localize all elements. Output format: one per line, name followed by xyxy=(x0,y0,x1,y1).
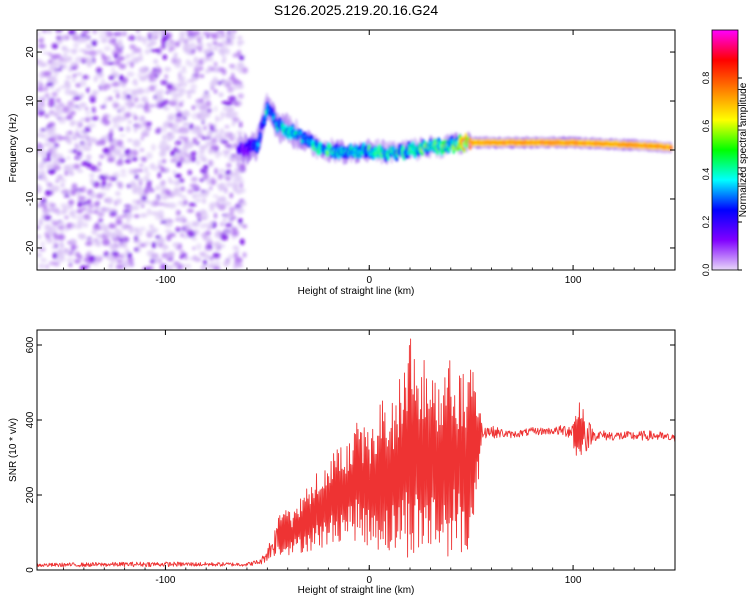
colorbar: 0.0 0.2 0.4 0.6 0.8 Normalized spectral ampl… xyxy=(701,29,749,277)
spectrogram-noise-speckle xyxy=(37,30,249,270)
spectrogram-x-ticks: -100 0 100 xyxy=(63,30,656,286)
snr-x-tick-label: 100 xyxy=(565,575,582,586)
snr-x-label: Height of straight line (km) xyxy=(298,585,415,596)
colorbar-tick-label: 0.0 xyxy=(701,264,711,277)
spectrogram-signal-track xyxy=(236,92,673,167)
colorbar-label: Normalized spectral amplitude xyxy=(738,82,749,217)
snr-y-tick-label: 0 xyxy=(25,567,36,573)
snr-panel: -100 0 100 0 200 400 600 Height of straight l… xyxy=(8,329,676,596)
colorbar-tick-label: 0.2 xyxy=(701,216,711,229)
spectrogram-y-tick-label: -20 xyxy=(25,240,36,255)
snr-x-tick-label: -100 xyxy=(155,575,175,586)
snr-y-ticks: 0 200 400 600 xyxy=(25,336,675,573)
snr-x-ticks: -100 0 100 xyxy=(63,330,656,586)
spectrogram-y-tick-label: -10 xyxy=(25,191,36,206)
snr-series-line xyxy=(37,338,675,568)
colorbar-tick-label: 0.4 xyxy=(701,168,711,181)
figure-title: S126.2025.219.20.16.G24 xyxy=(274,2,438,18)
snr-y-tick-label: 600 xyxy=(25,336,36,353)
snr-frame xyxy=(36,329,676,571)
spectrogram-y-ticks: -20 -10 0 10 20 xyxy=(25,46,675,255)
snr-x-tick-label: 0 xyxy=(366,575,372,586)
spectrogram-y-tick-label: 10 xyxy=(25,95,36,107)
spectrogram-plot-area xyxy=(37,30,675,270)
snr-y-tick-label: 400 xyxy=(25,411,36,428)
colorbar-gradient xyxy=(711,29,739,271)
spectrogram-y-tick-label: 0 xyxy=(25,147,36,153)
snr-plot-area xyxy=(37,338,675,568)
colorbar-ticks: 0.0 0.2 0.4 0.6 0.8 xyxy=(701,72,742,277)
snr-y-tick-label: 200 xyxy=(25,486,36,503)
spectrogram-x-tick-label: -100 xyxy=(155,275,175,286)
spectrogram-x-tick-label: 100 xyxy=(565,275,582,286)
colorbar-tick-label: 0.8 xyxy=(701,72,711,85)
snr-y-label: SNR (10 * v/v) xyxy=(8,418,19,482)
spectrogram-y-tick-label: 20 xyxy=(25,46,36,58)
spectrogram-y-label: Frequency (Hz) xyxy=(8,114,19,183)
spectrogram-x-label: Height of straight line (km) xyxy=(298,286,415,297)
colorbar-tick-label: 0.6 xyxy=(701,120,711,133)
spectrogram-x-tick-label: 0 xyxy=(366,275,372,286)
